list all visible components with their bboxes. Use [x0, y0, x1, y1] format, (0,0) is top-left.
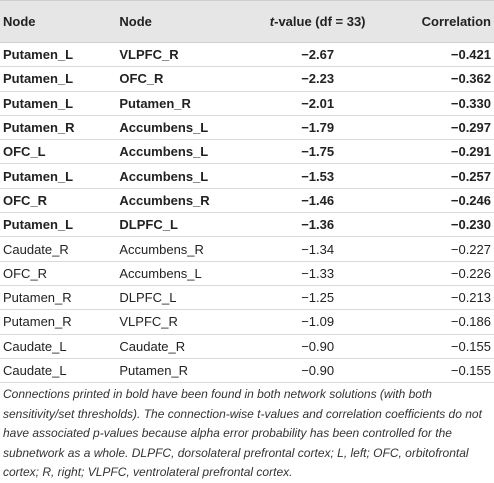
header-correlation: Correlation: [388, 0, 494, 43]
table-footnote: Connections printed in bold have been fo…: [3, 387, 482, 479]
table-row: Caudate_L Caudate_R −0.90 −0.155: [0, 334, 494, 359]
cell-t-value: −1.09: [246, 309, 389, 335]
table-row: Caudate_L Putamen_R −0.90 −0.155: [0, 358, 494, 384]
cell-node-1: Caudate_R: [0, 236, 120, 262]
cell-t-value: −1.36: [246, 212, 389, 238]
cell-node-2: Accumbens_L: [119, 139, 247, 165]
cell-node-2: VLPFC_R: [119, 309, 247, 335]
cell-node-2: OFC_R: [119, 66, 247, 92]
cell-t-value: −1.75: [246, 139, 389, 165]
cell-node-1: Putamen_R: [0, 115, 120, 141]
cell-correlation: −0.246: [388, 188, 494, 214]
header-t-value: t-value (df = 33): [246, 0, 389, 43]
cell-node-2: Accumbens_L: [119, 163, 247, 189]
cell-node-2: Caudate_R: [119, 334, 247, 359]
cell-t-value: −1.25: [246, 285, 389, 311]
cell-t-value: −0.90: [246, 334, 389, 359]
cell-t-value: −2.01: [246, 91, 389, 116]
table-row: Putamen_R VLPFC_R −1.09 −0.186: [0, 309, 494, 335]
cell-node-1: Putamen_R: [0, 309, 120, 335]
cell-node-1: Caudate_L: [0, 358, 120, 384]
cell-node-1: OFC_R: [0, 261, 120, 286]
table-row: Putamen_L Accumbens_L −1.53 −0.257: [0, 163, 494, 189]
table-row: Putamen_L DLPFC_L −1.36 −0.230: [0, 212, 494, 238]
cell-t-value: −2.23: [246, 66, 389, 92]
cell-node-1: Putamen_R: [0, 285, 120, 311]
cell-t-value: −1.46: [246, 188, 389, 214]
cell-node-2: DLPFC_L: [119, 285, 247, 311]
cell-node-1: Putamen_L: [0, 163, 120, 189]
header-row: Node Node t-value (df = 33) Correlation: [0, 0, 494, 43]
header-node-2: Node: [119, 0, 247, 43]
cell-correlation: −0.155: [388, 334, 494, 359]
cell-t-value: −1.33: [246, 261, 389, 286]
cell-correlation: −0.330: [388, 91, 494, 116]
header-t-italic: t: [269, 14, 275, 29]
cell-correlation: −0.297: [388, 115, 494, 141]
cell-node-1: OFC_L: [0, 139, 120, 165]
cell-node-2: Accumbens_R: [119, 188, 247, 214]
cell-node-1: Caudate_L: [0, 334, 120, 359]
cell-node-1: Putamen_L: [0, 66, 120, 92]
cell-correlation: −0.257: [388, 163, 494, 189]
cell-t-value: −1.53: [246, 163, 389, 189]
table-body: Putamen_L VLPFC_R −2.67 −0.421 Putamen_L OFC_…: [0, 42, 494, 384]
table-row: Putamen_L OFC_R −2.23 −0.362: [0, 66, 494, 92]
results-table: Node Node t-value (df = 33) Correlation …: [0, 0, 494, 384]
cell-node-1: Putamen_L: [0, 212, 120, 238]
cell-node-2: Putamen_R: [119, 358, 247, 384]
cell-node-1: OFC_R: [0, 188, 120, 214]
cell-node-2: Accumbens_L: [119, 261, 247, 286]
cell-node-2: DLPFC_L: [119, 212, 247, 238]
cell-correlation: −0.421: [388, 42, 494, 68]
table-row: Putamen_L VLPFC_R −2.67 −0.421: [0, 42, 494, 68]
cell-correlation: −0.230: [388, 212, 494, 238]
cell-node-1: Putamen_L: [0, 42, 120, 68]
cell-correlation: −0.291: [388, 139, 494, 165]
cell-correlation: −0.362: [388, 66, 494, 92]
cell-node-2: Accumbens_R: [119, 236, 247, 262]
cell-t-value: −1.79: [246, 115, 389, 141]
cell-correlation: −0.186: [388, 309, 494, 335]
cell-node-2: Putamen_R: [119, 91, 247, 116]
cell-node-2: VLPFC_R: [119, 42, 247, 68]
cell-correlation: −0.226: [388, 261, 494, 286]
cell-t-value: −0.90: [246, 358, 389, 384]
table-row: OFC_L Accumbens_L −1.75 −0.291: [0, 139, 494, 165]
cell-node-2: Accumbens_L: [119, 115, 247, 141]
header-t-rest: -value (df = 33): [274, 14, 366, 29]
cell-t-value: −1.34: [246, 236, 389, 262]
cell-correlation: −0.155: [388, 358, 494, 384]
table-row: OFC_R Accumbens_L −1.33 −0.226: [0, 261, 494, 286]
table-row: OFC_R Accumbens_R −1.46 −0.246: [0, 188, 494, 214]
header-node-1: Node: [0, 0, 120, 43]
cell-correlation: −0.213: [388, 285, 494, 311]
table-row: Putamen_R Accumbens_L −1.79 −0.297: [0, 115, 494, 141]
cell-node-1: Putamen_L: [0, 91, 120, 116]
table-row: Caudate_R Accumbens_R −1.34 −0.227: [0, 236, 494, 262]
table-row: Putamen_R DLPFC_L −1.25 −0.213: [0, 285, 494, 311]
cell-t-value: −2.67: [246, 42, 389, 68]
cell-correlation: −0.227: [388, 236, 494, 262]
table-header: Node Node t-value (df = 33) Correlation: [0, 0, 494, 43]
table-row: Putamen_L Putamen_R −2.01 −0.330: [0, 91, 494, 116]
